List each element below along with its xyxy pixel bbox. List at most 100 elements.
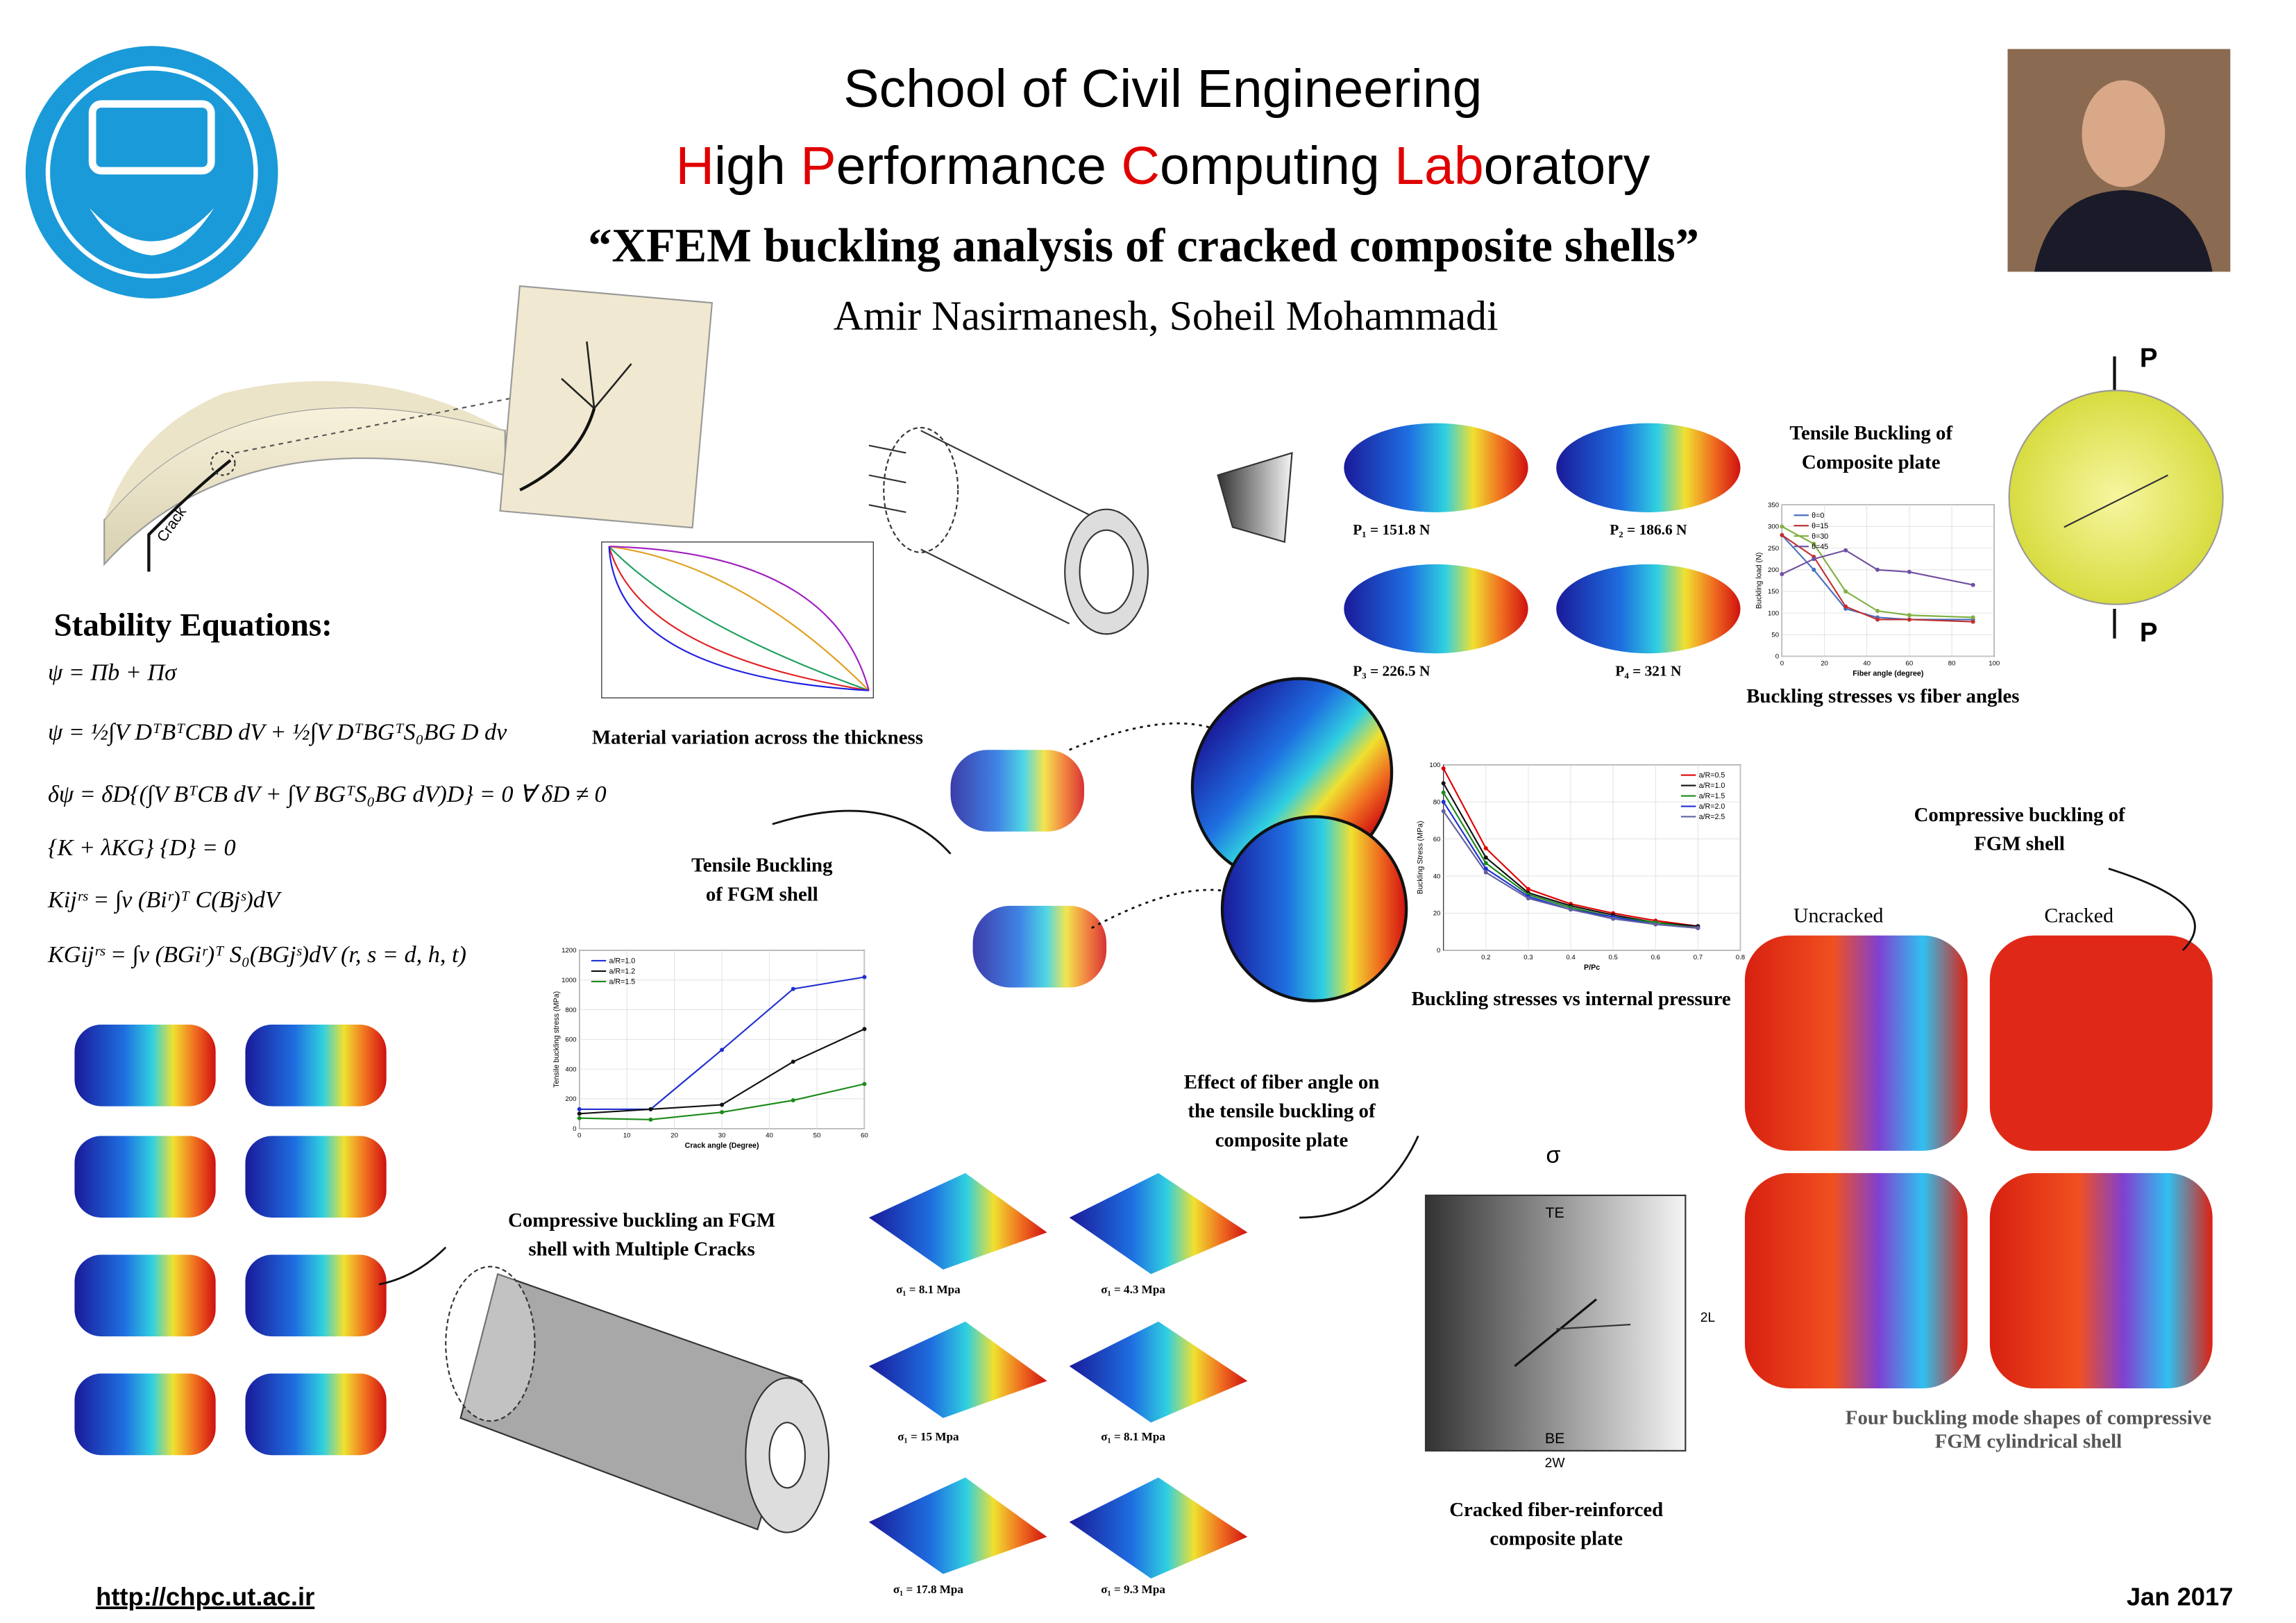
data-point bbox=[1483, 855, 1488, 860]
caption: Effect of fiber angle on bbox=[1184, 1071, 1380, 1093]
lab-title-part: Lab bbox=[1394, 136, 1483, 196]
x-tick-label: 0.6 bbox=[1651, 954, 1660, 961]
stress-label: σ₁ = 15 Mpa bbox=[897, 1430, 959, 1443]
footer-url: http://chpc.ut.ac.ir bbox=[96, 1582, 314, 1611]
caption: Buckling stresses vs fiber angles bbox=[1746, 685, 2019, 707]
fiber-plates bbox=[868, 1172, 1248, 1579]
data-point bbox=[720, 1110, 725, 1115]
compressive-cylinders bbox=[1744, 935, 2213, 1389]
equation: ψ = Πb + Πσ bbox=[48, 660, 177, 686]
data-point bbox=[577, 1111, 582, 1116]
y-tick-label: 300 bbox=[1768, 523, 1779, 531]
shell-figure bbox=[103, 285, 714, 572]
x-tick-label: 0.2 bbox=[1481, 954, 1490, 961]
legend-label: θ=45 bbox=[1812, 543, 1828, 551]
fgm-shells bbox=[950, 677, 1408, 1002]
x-axis-label: Fiber angle (degree) bbox=[1852, 669, 1924, 678]
lab-title-part: H bbox=[675, 136, 714, 196]
y-tick-label: 100 bbox=[1768, 609, 1779, 617]
lab-title-part: omputing bbox=[1160, 136, 1394, 196]
x-tick-label: 60 bbox=[861, 1132, 868, 1140]
figure-label: P bbox=[2140, 618, 2158, 648]
figure-label: Uncracked bbox=[1793, 904, 1884, 927]
legend-label: θ=15 bbox=[1812, 522, 1828, 530]
legend-label: a/R=1.2 bbox=[609, 968, 636, 976]
y-tick-label: 600 bbox=[565, 1036, 576, 1044]
y-tick-label: 350 bbox=[1768, 501, 1779, 509]
authors: Amir Nasirmanesh, Soheil Mohammadi bbox=[834, 293, 1499, 339]
x-axis-label: P/Pc bbox=[1584, 964, 1600, 972]
x-tick-label: 0.5 bbox=[1608, 954, 1617, 961]
x-tick-label: 0.3 bbox=[1523, 954, 1533, 961]
y-tick-label: 150 bbox=[1768, 588, 1779, 596]
x-tick-label: 10 bbox=[623, 1132, 631, 1140]
x-tick-label: 40 bbox=[766, 1132, 773, 1140]
multi-crack-cylinders bbox=[74, 1024, 387, 1456]
data-point bbox=[1780, 524, 1784, 529]
y-axis-label: Buckling Stress (MPa) bbox=[1417, 821, 1425, 894]
legend-label: θ=0 bbox=[1812, 512, 1824, 520]
data-point bbox=[862, 975, 867, 979]
y-tick-label: 80 bbox=[1433, 798, 1441, 806]
figure-label: BE bbox=[1545, 1430, 1565, 1447]
lab-title-part: erformance bbox=[836, 136, 1122, 196]
data-point bbox=[791, 1098, 795, 1103]
plate-modes bbox=[1344, 423, 1741, 654]
legend-label: a/R=2.0 bbox=[1699, 802, 1725, 811]
data-point bbox=[577, 1107, 582, 1111]
plot-area bbox=[1443, 764, 1741, 951]
data-point bbox=[1441, 781, 1446, 786]
data-point bbox=[1907, 613, 1911, 618]
data-point bbox=[1611, 916, 1616, 921]
data-point bbox=[1843, 589, 1848, 594]
equation: {K + λKG} {D} = 0 bbox=[48, 835, 236, 861]
caption: Four buckling mode shapes of compressive bbox=[1846, 1406, 2211, 1429]
caption: Tensile Buckling of bbox=[1789, 422, 1952, 444]
y-tick-label: 0 bbox=[1437, 947, 1440, 955]
load-label: P₃ = 226.5 N bbox=[1353, 662, 1430, 679]
title: School of Civil Engineering bbox=[843, 59, 1482, 119]
lab-title: High Performance Computing Laboratory bbox=[675, 136, 1650, 196]
data-point bbox=[1970, 582, 1975, 587]
cracked-plate bbox=[1424, 1194, 1687, 1452]
x-tick-label: 60 bbox=[1906, 659, 1914, 667]
data-point bbox=[1569, 907, 1573, 912]
legend-label: a/R=1.0 bbox=[1699, 782, 1725, 790]
logo bbox=[25, 46, 278, 298]
x-tick-label: 0 bbox=[1780, 659, 1784, 667]
load-label: P₄ = 321 N bbox=[1615, 662, 1682, 679]
figure-label: 2L bbox=[1700, 1311, 1716, 1325]
figure-label: Cracked bbox=[2044, 904, 2113, 927]
series-line bbox=[1781, 535, 1973, 621]
y-axis-label: Buckling load (N) bbox=[1755, 553, 1763, 609]
lab-title-part: oratory bbox=[1484, 136, 1651, 196]
y-axis-label: Tensile buckling stress (MPa) bbox=[552, 991, 561, 1088]
caption: the tensile buckling of bbox=[1188, 1100, 1376, 1122]
caption: shell with Multiple Cracks bbox=[528, 1238, 754, 1261]
y-tick-label: 0 bbox=[1775, 653, 1779, 661]
caption: composite plate bbox=[1215, 1129, 1349, 1151]
data-point bbox=[1441, 800, 1446, 805]
equation: KGijʳˢ = ∫v (BGiʳ)ᵀ S₀(BGjˢ)dV (r, s = d… bbox=[47, 942, 466, 969]
legend-label: a/R=1.5 bbox=[1699, 792, 1725, 800]
data-point bbox=[1483, 861, 1488, 866]
data-point bbox=[1780, 572, 1784, 577]
lab-title-part: igh bbox=[714, 136, 800, 196]
y-tick-label: 40 bbox=[1433, 873, 1441, 880]
y-tick-label: 0 bbox=[573, 1125, 576, 1133]
data-point bbox=[720, 1048, 725, 1052]
x-tick-label: 0.4 bbox=[1566, 954, 1576, 961]
y-tick-label: 250 bbox=[1768, 545, 1779, 553]
equation: Kijʳˢ = ∫v (Biʳ)ᵀ C(Bjˢ)dV bbox=[47, 887, 282, 914]
legend-label: a/R=1.5 bbox=[609, 978, 636, 986]
x-tick-label: 0.8 bbox=[1736, 954, 1745, 961]
caption: FGM shell bbox=[1974, 833, 2065, 855]
caption: Compressive buckling of bbox=[1914, 804, 2126, 826]
figure-label: TE bbox=[1545, 1204, 1564, 1221]
y-tick-label: 1200 bbox=[562, 947, 576, 955]
disk-figure bbox=[2008, 356, 2224, 639]
y-tick-label: 20 bbox=[1433, 910, 1441, 918]
data-point bbox=[1526, 896, 1530, 901]
data-point bbox=[1812, 567, 1816, 572]
